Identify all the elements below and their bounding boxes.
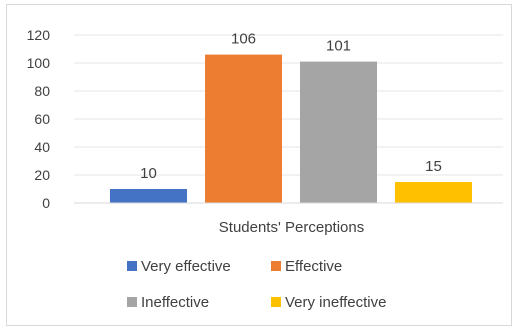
legend-label: Very effective — [141, 258, 231, 275]
legend-swatch — [271, 297, 281, 307]
gridlines — [74, 34, 503, 176]
y-tick-label: 60 — [34, 111, 50, 127]
y-tick-label: 80 — [34, 83, 50, 99]
data-label: 106 — [231, 31, 256, 48]
y-tick-label: 100 — [27, 55, 51, 71]
bars — [110, 54, 472, 203]
legend-label: Ineffective — [141, 294, 209, 311]
data-label: 101 — [326, 38, 351, 55]
data-label: 10 — [140, 165, 157, 182]
bar-chart: 0 20 40 60 80 100 120 10 106 101 15 Students' Per… — [27, 27, 503, 311]
legend-swatch — [127, 261, 137, 271]
data-label: 15 — [425, 158, 442, 175]
legend: Very effective Effective Ineffective Very i… — [127, 258, 386, 311]
bar — [205, 54, 282, 203]
chart-frame: 0 20 40 60 80 100 120 10 106 101 15 Students' Per… — [6, 4, 512, 326]
bar — [110, 189, 187, 203]
y-tick-label: 20 — [34, 167, 50, 183]
y-axis-ticks: 0 20 40 60 80 100 120 — [27, 27, 51, 211]
y-tick-label: 120 — [27, 27, 51, 43]
y-tick-label: 40 — [34, 139, 50, 155]
legend-label: Effective — [285, 258, 342, 275]
bar — [395, 182, 472, 203]
data-labels: 10 106 101 15 — [140, 31, 442, 182]
y-tick-label: 0 — [42, 195, 50, 211]
bar — [300, 61, 377, 203]
x-axis-label: Students' Perceptions — [219, 219, 364, 236]
legend-swatch — [127, 297, 137, 307]
legend-label: Very ineffective — [285, 294, 386, 311]
legend-swatch — [271, 261, 281, 271]
